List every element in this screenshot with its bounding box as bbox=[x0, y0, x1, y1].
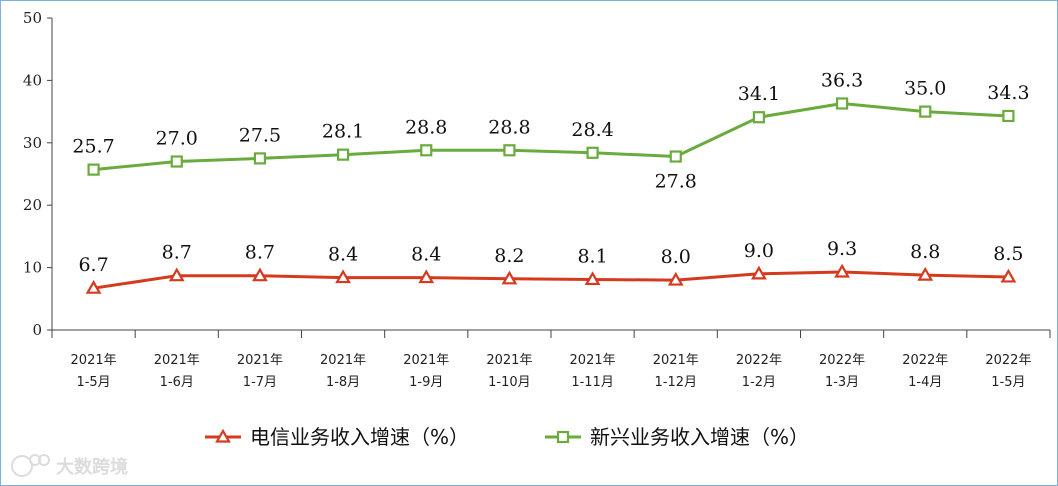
data-point bbox=[335, 269, 351, 284]
data-point bbox=[834, 263, 850, 278]
data-label: 36.3 bbox=[821, 69, 863, 91]
legend-item-2: 新兴业务收入增速（%） bbox=[545, 425, 809, 449]
data-point bbox=[751, 265, 767, 280]
series-line bbox=[93, 102, 1009, 172]
x-tick-label-period: 1-9月 bbox=[409, 375, 443, 390]
x-tick-label-period: 1-10月 bbox=[488, 375, 531, 390]
x-tick-label-year: 2022年 bbox=[985, 353, 1031, 368]
x-tick-label-period: 1-7月 bbox=[243, 375, 277, 390]
data-point bbox=[1002, 109, 1015, 123]
x-tick-label-year: 2021年 bbox=[653, 353, 699, 368]
data-label: 25.7 bbox=[72, 136, 114, 158]
x-tick-label-period: 1-6月 bbox=[160, 375, 194, 390]
x-tick-label-year: 2021年 bbox=[403, 353, 449, 368]
data-label: 8.4 bbox=[411, 244, 441, 266]
y-tick-label: 50 bbox=[23, 9, 42, 27]
series-line bbox=[93, 270, 1009, 290]
x-tick-label-year: 2022年 bbox=[819, 353, 865, 368]
data-point bbox=[919, 105, 932, 118]
x-axis-ticks: 2021年 1-5月 2021年 1-6月 2021年 1-7月 2021年 1-8月 2021… bbox=[51, 330, 1051, 390]
legend-label: 电信业务收入增速（%） bbox=[250, 425, 469, 449]
data-label: 8.4 bbox=[328, 244, 358, 266]
data-label: 28.8 bbox=[488, 116, 530, 138]
legend-marker bbox=[556, 430, 570, 444]
data-point bbox=[669, 150, 682, 163]
data-point bbox=[420, 144, 433, 157]
x-tick-label-year: 2021年 bbox=[71, 353, 117, 368]
data-point bbox=[253, 152, 267, 165]
x-tick-label-year: 2021年 bbox=[154, 353, 200, 368]
data-point bbox=[418, 269, 435, 284]
data-label: 27.8 bbox=[655, 171, 697, 193]
data-label: 8.2 bbox=[494, 245, 524, 267]
legend: 电信业务收入增速（%） 新兴业务收入增速（%） bbox=[205, 425, 809, 449]
watermark-logo-icon bbox=[11, 454, 50, 477]
data-point bbox=[586, 146, 599, 159]
data-point bbox=[503, 144, 516, 157]
y-tick-label: 20 bbox=[23, 196, 42, 214]
data-point bbox=[917, 266, 934, 281]
x-tick-label-period: 1-3月 bbox=[825, 375, 859, 390]
data-label: 27.5 bbox=[239, 124, 281, 146]
x-tick-label-year: 2021年 bbox=[486, 353, 532, 368]
data-label: 8.7 bbox=[162, 242, 192, 264]
data-point bbox=[336, 148, 350, 161]
data-label: 8.0 bbox=[661, 246, 691, 268]
x-tick-label-period: 1-5月 bbox=[76, 375, 110, 390]
data-point bbox=[168, 267, 185, 282]
data-label: 28.8 bbox=[405, 116, 447, 138]
data-point bbox=[501, 270, 518, 285]
legend-item-1: 电信业务收入增速（%） bbox=[205, 425, 469, 449]
data-label: 28.4 bbox=[571, 119, 613, 141]
x-tick-label-year: 2022年 bbox=[736, 353, 782, 368]
data-point bbox=[667, 271, 684, 286]
series-1: 6.7 8.7 8.7 8.4 8.4 8.2 8.1 8.0 9.0 9.3 8.8 8.5 bbox=[78, 238, 1024, 294]
data-label: 34.1 bbox=[738, 83, 780, 105]
data-label: 28.1 bbox=[322, 121, 364, 143]
axes bbox=[51, 18, 1050, 331]
data-point bbox=[835, 97, 849, 110]
data-label: 35.0 bbox=[904, 78, 946, 100]
x-tick-label-period: 1-11月 bbox=[571, 375, 614, 390]
x-tick-label-year: 2021年 bbox=[570, 353, 616, 368]
x-tick-label-year: 2022年 bbox=[902, 353, 948, 368]
legend-label: 新兴业务收入增速（%） bbox=[590, 425, 809, 449]
x-tick-label-period: 1-8月 bbox=[326, 375, 360, 390]
watermark: 大数跨境 bbox=[11, 454, 128, 478]
data-label: 8.5 bbox=[993, 243, 1023, 265]
x-tick-label-period: 1-2月 bbox=[742, 375, 776, 390]
data-point bbox=[85, 279, 102, 294]
y-tick-label: 10 bbox=[23, 259, 42, 277]
data-point bbox=[87, 163, 100, 176]
x-tick-label-year: 2021年 bbox=[237, 353, 283, 368]
x-tick-label-period: 1-5月 bbox=[991, 375, 1025, 390]
data-point bbox=[252, 267, 268, 282]
y-tick-label: 30 bbox=[23, 134, 42, 152]
x-tick-label-period: 1-12月 bbox=[654, 375, 697, 390]
watermark-text: 大数跨境 bbox=[56, 456, 128, 478]
data-label: 8.8 bbox=[910, 241, 940, 263]
data-point bbox=[584, 271, 601, 286]
data-label: 9.3 bbox=[827, 238, 857, 260]
data-label: 8.1 bbox=[577, 245, 607, 267]
data-point bbox=[1000, 268, 1017, 283]
series-2: 25.7 27.0 27.5 28.1 28.8 28.8 28.4 27.8 34.1 36.3… bbox=[72, 69, 1029, 192]
x-tick-label-period: 1-4月 bbox=[908, 375, 942, 390]
series-layer: 6.7 8.7 8.7 8.4 8.4 8.2 8.1 8.0 9.0 9.3 8.8 8.5 25.7… bbox=[72, 69, 1030, 294]
legend-marker bbox=[215, 428, 231, 443]
data-label: 27.0 bbox=[156, 128, 198, 150]
y-tick-label: 0 bbox=[32, 321, 42, 339]
data-point bbox=[170, 155, 183, 168]
data-label: 8.7 bbox=[245, 242, 275, 264]
data-point bbox=[752, 111, 766, 124]
x-tick-label-year: 2021年 bbox=[320, 353, 366, 368]
y-axis-ticks: 0 10 20 30 40 50 bbox=[23, 9, 52, 339]
data-label: 34.3 bbox=[987, 82, 1029, 104]
data-label: 6.7 bbox=[78, 254, 108, 276]
data-label: 9.0 bbox=[744, 240, 774, 262]
y-tick-label: 40 bbox=[23, 71, 42, 89]
